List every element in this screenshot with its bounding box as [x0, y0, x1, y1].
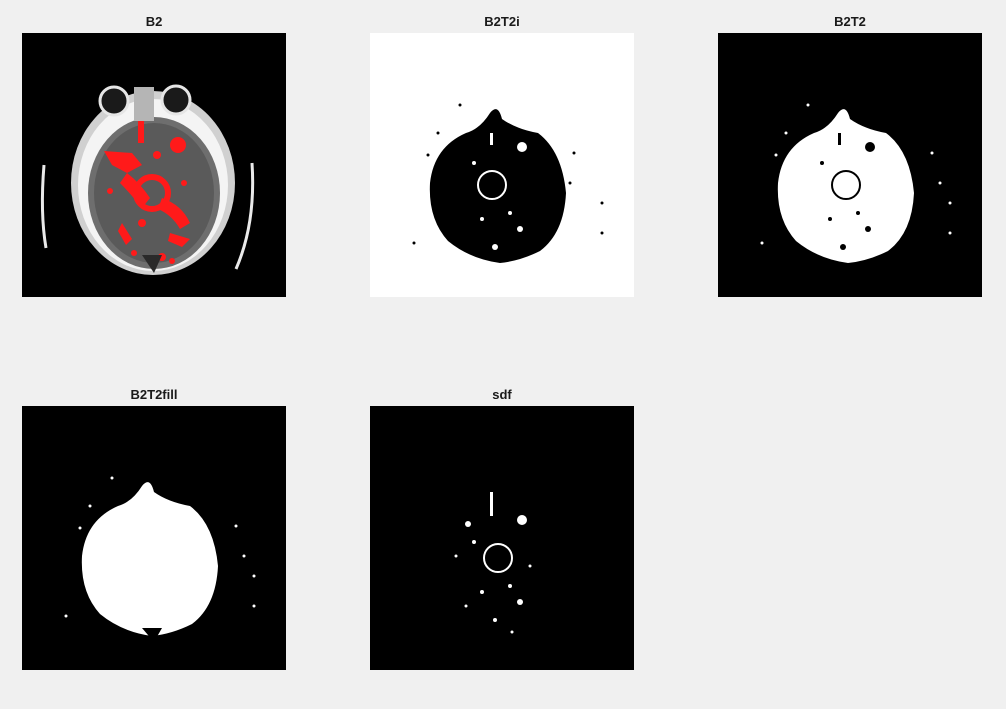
inverted-mask-image — [370, 33, 634, 297]
subplot-title: B2T2i — [484, 14, 520, 29]
subplot-b2t2i: B2T2i — [370, 0, 634, 297]
subplot-sdf: sdf — [370, 373, 634, 670]
subplot-b2t2: B2T2 — [718, 0, 982, 297]
ct-image-with-overlay — [22, 33, 286, 297]
subplot-title: B2T2fill — [130, 387, 178, 402]
subplot-b2t2fill: B2T2fill — [22, 373, 286, 670]
binary-mask-image — [718, 33, 982, 297]
sparse-mask-image — [370, 406, 634, 670]
filled-mask-image — [22, 406, 286, 670]
subplot-title: B2T2 — [834, 14, 866, 29]
subplot-title: B2 — [145, 14, 163, 29]
subplot-b2: B2 — [22, 0, 286, 297]
subplot-title: sdf — [492, 387, 512, 402]
